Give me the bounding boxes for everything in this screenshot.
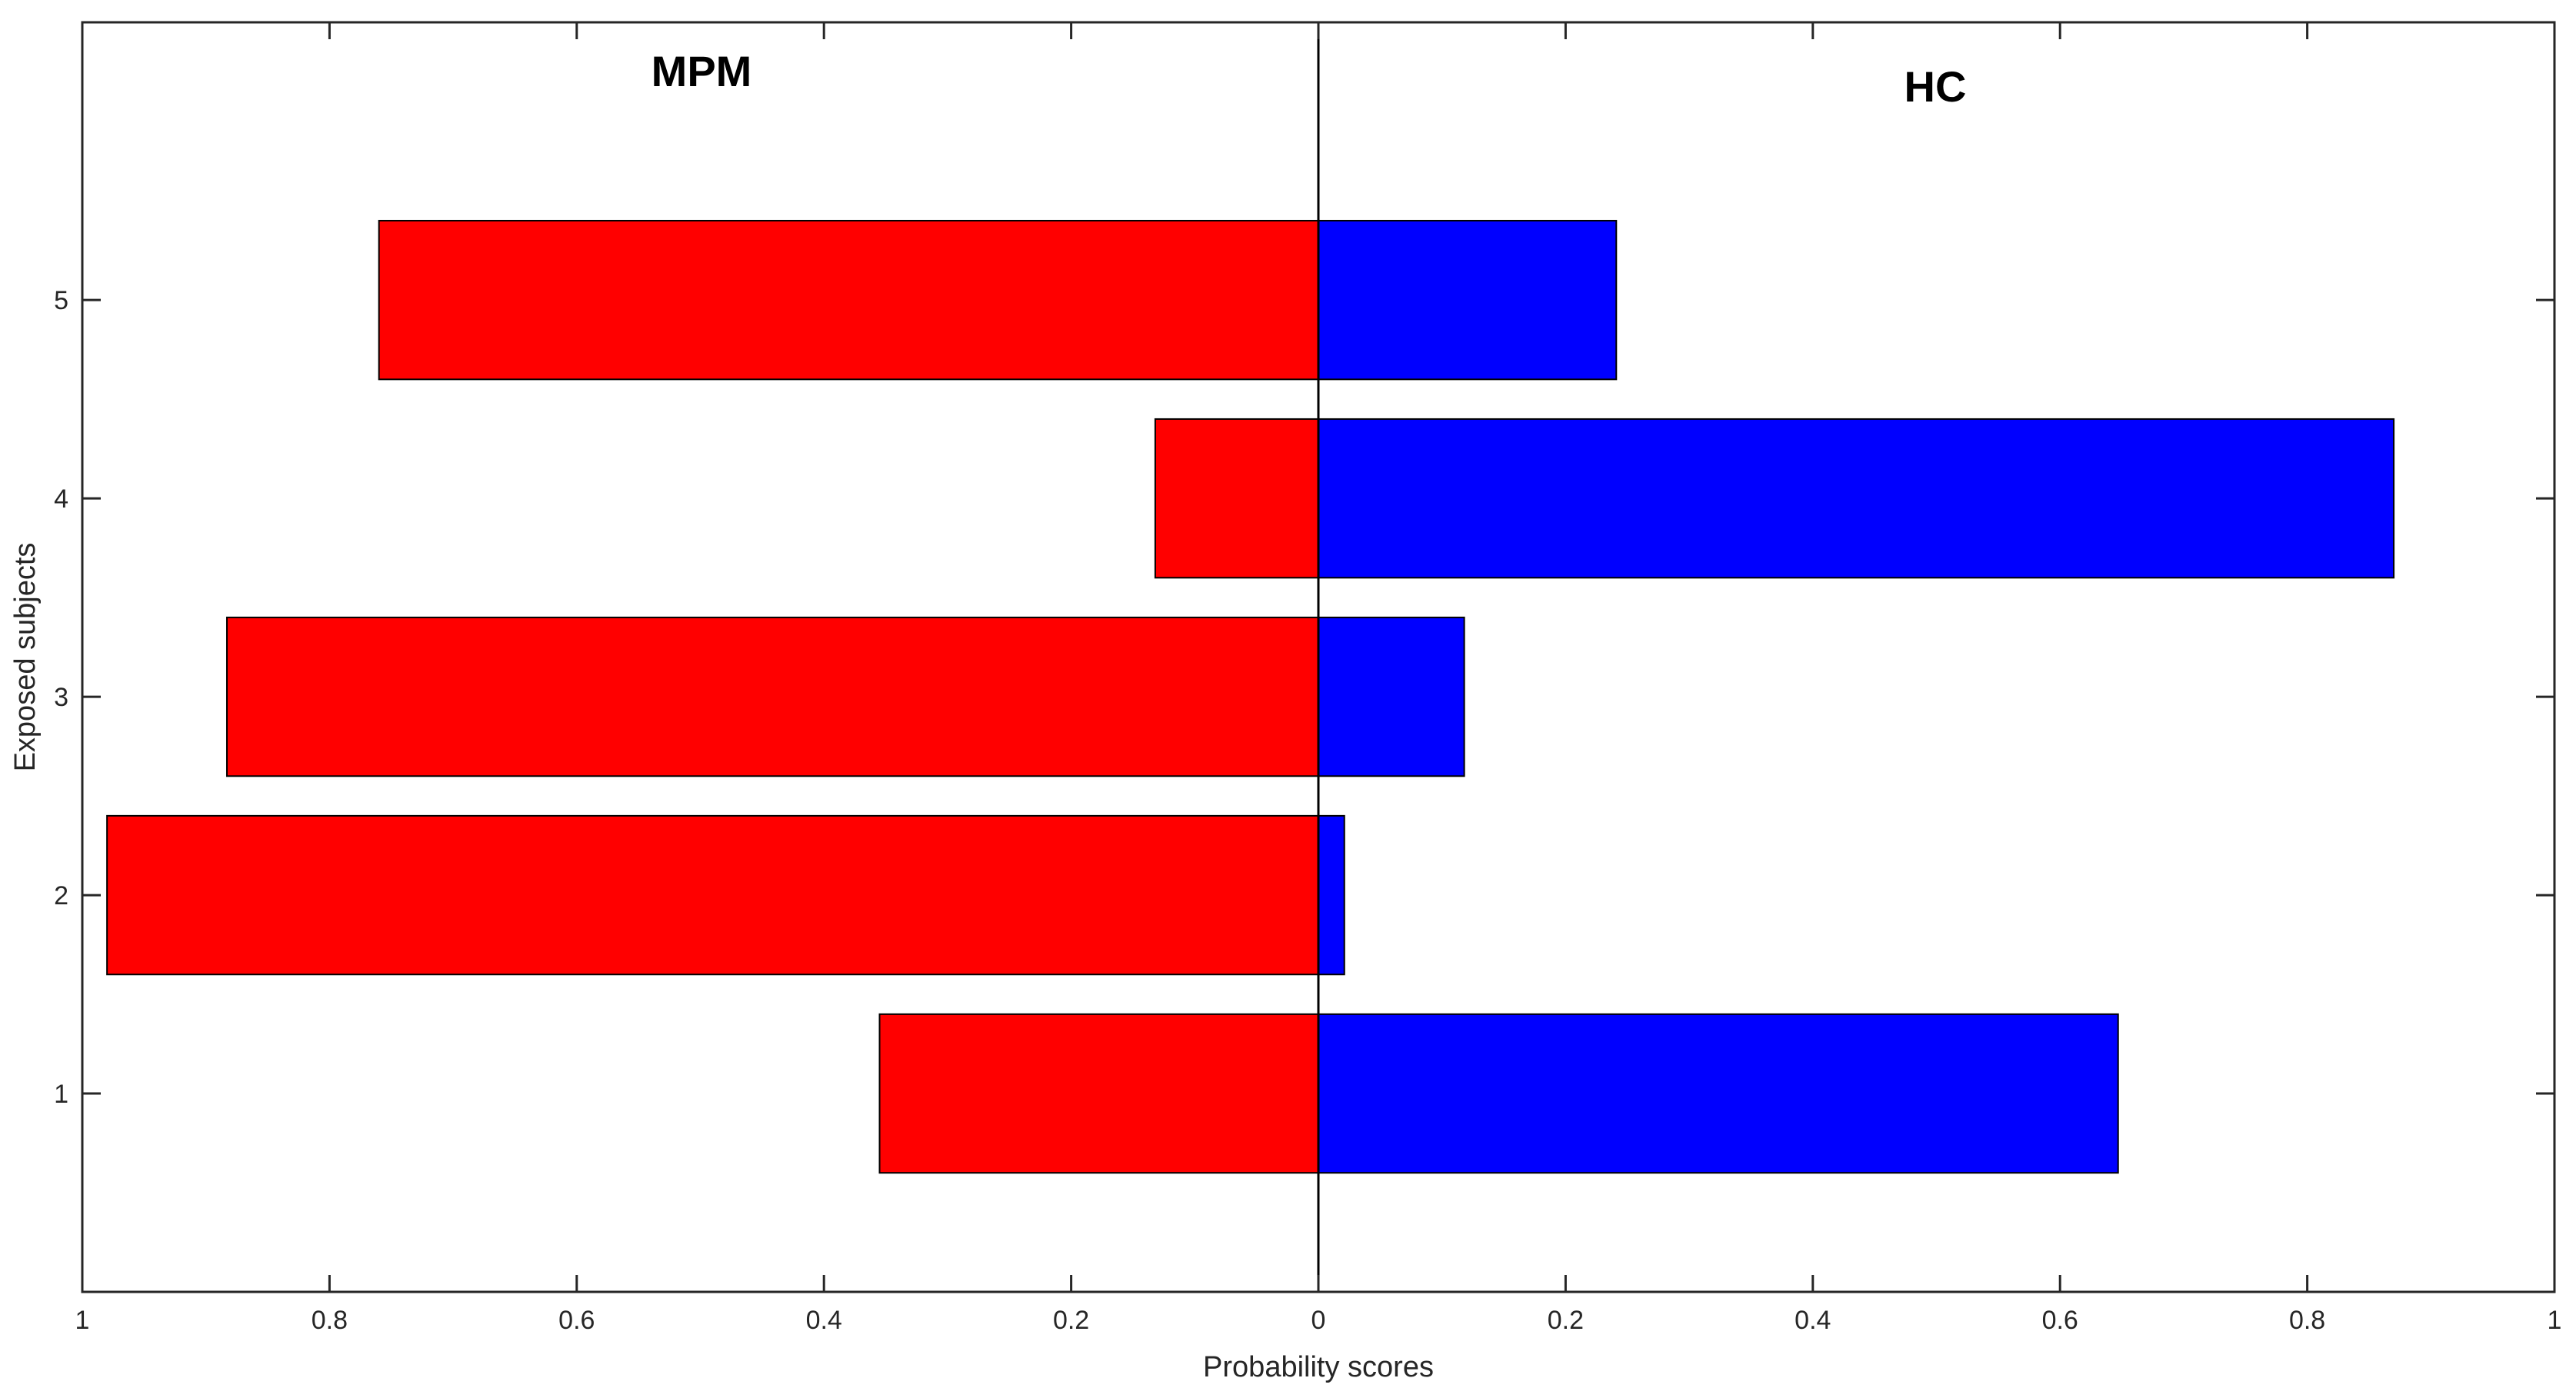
x-tick-label: 0.6	[2042, 1306, 2078, 1335]
bar-mpm-subject-3	[226, 616, 1319, 777]
bar-mpm-subject-4	[1154, 418, 1319, 579]
x-axis: 1 0.8 0.6 0.4 0.2 0 0.2 0.4 0.6 0.8 1	[75, 22, 2562, 1335]
x-tick-label: 0.6	[558, 1306, 595, 1335]
bar-hc-subject-1	[1318, 1013, 2119, 1174]
bar-mpm-subject-2	[106, 814, 1319, 976]
y-axis: 1 2 3 4 5	[54, 286, 2554, 1109]
bar-hc-subject-2	[1318, 814, 1345, 976]
x-axis-title: Probability scores	[1203, 1351, 1434, 1383]
bar-hc-subject-3	[1318, 616, 1465, 777]
group-label-mpm: MPM	[651, 47, 752, 95]
x-tick-label: 0.8	[312, 1306, 348, 1335]
y-tick-label: 5	[54, 286, 68, 315]
bar-hc-subject-5	[1318, 219, 1618, 381]
x-tick-label: 0.2	[1548, 1306, 1584, 1335]
x-tick-label: 0.2	[1053, 1306, 1089, 1335]
x-tick-label: 0	[1311, 1306, 1326, 1335]
y-tick-label: 1	[54, 1080, 68, 1109]
x-tick-label: 1	[2548, 1306, 2562, 1335]
y-axis-title: Exposed subjects	[9, 543, 42, 772]
bar-mpm-subject-1	[878, 1013, 1319, 1174]
x-tick-label: 0.4	[806, 1306, 842, 1335]
y-tick-label: 4	[54, 484, 68, 514]
group-label-hc: HC	[1905, 62, 1967, 111]
x-tick-label: 1	[75, 1306, 90, 1335]
y-tick-label: 2	[54, 881, 68, 910]
bars-layer	[106, 219, 2395, 1174]
bar-mpm-subject-5	[378, 219, 1319, 381]
x-tick-label: 0.4	[1795, 1306, 1831, 1335]
y-tick-label: 3	[54, 683, 68, 712]
bar-hc-subject-4	[1318, 418, 2395, 579]
x-tick-label: 0.8	[2289, 1306, 2325, 1335]
